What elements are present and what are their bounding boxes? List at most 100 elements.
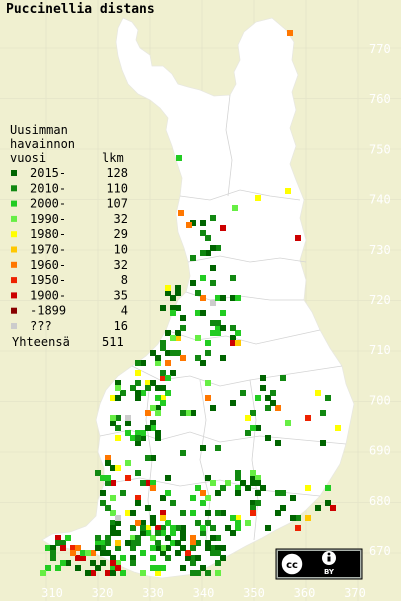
observation-square (135, 535, 141, 541)
observation-square (210, 535, 216, 541)
legend-count: 29 (114, 227, 128, 241)
observation-square (150, 350, 156, 356)
x-tick-label: 330 (142, 586, 164, 600)
observation-square (210, 405, 216, 411)
observation-square (280, 505, 286, 511)
observation-square (295, 515, 301, 521)
observation-square (205, 340, 211, 346)
observation-square (210, 525, 216, 531)
cc-icon (280, 552, 304, 576)
observation-square (95, 535, 101, 541)
observation-square (270, 390, 276, 396)
observation-square (315, 505, 321, 511)
observation-square (178, 210, 184, 216)
observation-square (180, 355, 186, 361)
observation-square (105, 460, 111, 466)
observation-square (170, 305, 176, 311)
observation-square (100, 490, 106, 496)
observation-square (140, 360, 146, 366)
observation-square (125, 430, 131, 436)
observation-square (205, 250, 211, 256)
observation-square (155, 430, 161, 436)
observation-square (225, 525, 231, 531)
observation-square (210, 545, 216, 551)
license-badge[interactable]: cc BY (275, 548, 363, 580)
observation-square (205, 380, 211, 386)
observation-square (295, 525, 301, 531)
observation-square (135, 520, 141, 526)
x-tick-label: 370 (344, 586, 366, 600)
observation-square (160, 510, 166, 516)
observation-square (205, 235, 211, 241)
legend-year-label: 1980- (30, 227, 66, 241)
observation-square (180, 450, 186, 456)
observation-square (205, 570, 211, 576)
observation-square (155, 525, 161, 531)
observation-square (150, 520, 156, 526)
observation-square (115, 560, 121, 566)
observation-square (255, 480, 261, 486)
observation-square (260, 485, 266, 491)
observation-square (180, 565, 186, 571)
observation-square (135, 495, 141, 501)
observation-square (220, 485, 226, 491)
observation-square (230, 340, 236, 346)
observation-square (140, 390, 146, 396)
legend-count: 110 (106, 181, 128, 195)
observation-square (325, 500, 331, 506)
observation-square (165, 360, 171, 366)
observation-square (115, 515, 121, 521)
observation-square (215, 550, 221, 556)
observation-square (135, 540, 141, 546)
observation-square (215, 295, 221, 301)
observation-square (150, 480, 156, 486)
observation-square (135, 395, 141, 401)
observation-square (150, 425, 156, 431)
observation-square (255, 395, 261, 401)
legend-count: 4 (121, 304, 128, 318)
observation-square (130, 435, 136, 441)
observation-square (255, 500, 261, 506)
observation-square (165, 520, 171, 526)
observation-square (215, 545, 221, 551)
observation-square (145, 505, 151, 511)
observation-square (160, 395, 166, 401)
observation-square (200, 530, 206, 536)
observation-square (305, 415, 311, 421)
legend-row: 1950- 8 (11, 273, 128, 287)
observation-square (160, 515, 166, 521)
observation-square (150, 380, 156, 386)
observation-square (110, 420, 116, 426)
observation-square (55, 540, 61, 546)
legend-year-label: 1970- (30, 243, 66, 257)
observation-square (195, 290, 201, 296)
observation-square (250, 480, 256, 486)
observation-square (220, 355, 226, 361)
legend-row: 1980- 29 (11, 227, 128, 241)
observation-square (215, 325, 221, 331)
observation-square (200, 250, 206, 256)
legend-swatch (11, 261, 17, 268)
observation-square (150, 555, 156, 561)
legend-row: ??? 16 (11, 319, 128, 333)
observation-square (195, 355, 201, 361)
legend-year-label: 2015- (30, 166, 66, 180)
observation-square (105, 540, 111, 546)
observation-square (110, 465, 116, 471)
observation-square (135, 370, 141, 376)
observation-square (165, 490, 171, 496)
observation-square (165, 290, 171, 296)
observation-square (110, 565, 116, 571)
observation-square (225, 480, 231, 486)
observation-square (135, 440, 141, 446)
legend-heading-1: Uusimman (10, 123, 68, 137)
observation-square (200, 490, 206, 496)
observation-square (100, 550, 106, 556)
observation-square (130, 535, 136, 541)
legend-swatch (11, 170, 17, 176)
observation-square (205, 475, 211, 481)
observation-square (85, 550, 91, 556)
observation-square (140, 525, 146, 531)
y-tick-label: 710 (369, 343, 391, 357)
